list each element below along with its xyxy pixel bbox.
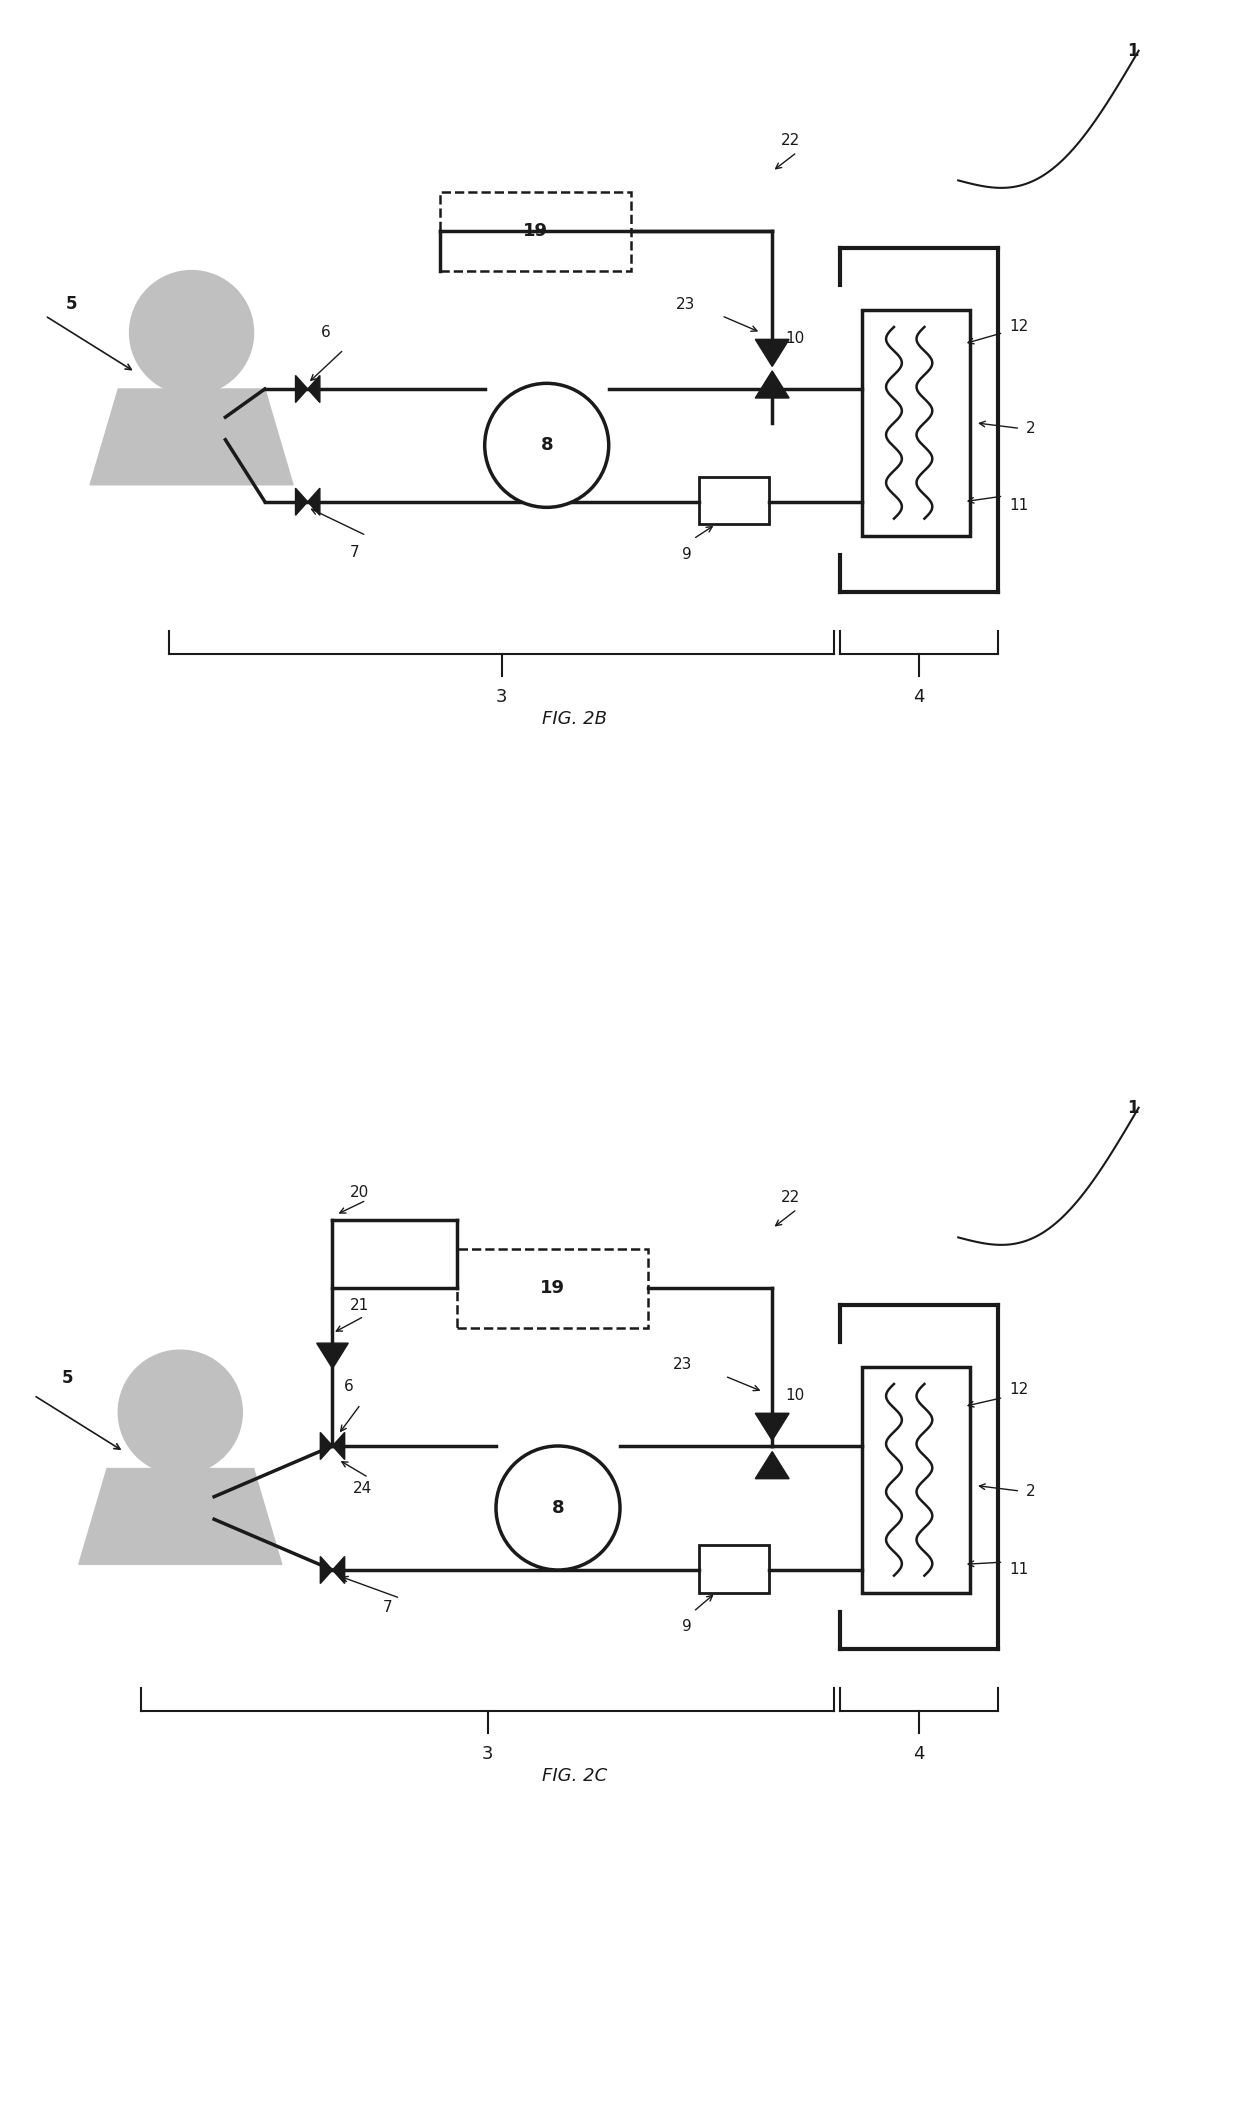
Text: 5: 5 (62, 1370, 73, 1387)
Bar (699, 478, 769, 524)
Bar (456, 1249, 649, 1328)
Text: 19: 19 (523, 222, 548, 241)
Polygon shape (316, 1342, 348, 1368)
Polygon shape (755, 1452, 789, 1478)
Bar (862, 311, 970, 535)
Bar (862, 1368, 970, 1592)
Text: 6: 6 (343, 1378, 353, 1393)
Circle shape (496, 1446, 620, 1571)
Text: 4: 4 (913, 687, 925, 706)
Polygon shape (295, 488, 308, 516)
Circle shape (129, 271, 253, 395)
Text: 22: 22 (781, 133, 801, 148)
Text: 21: 21 (350, 1298, 368, 1313)
Polygon shape (295, 376, 308, 402)
Bar (699, 1545, 769, 1592)
Polygon shape (755, 340, 789, 366)
Polygon shape (332, 1556, 345, 1583)
Text: 19: 19 (539, 1279, 565, 1298)
Text: 24: 24 (353, 1482, 372, 1497)
Polygon shape (91, 389, 293, 484)
Circle shape (118, 1351, 242, 1473)
Text: 8: 8 (541, 435, 553, 455)
Text: 3: 3 (482, 1744, 494, 1763)
Text: 8: 8 (552, 1499, 564, 1518)
Text: 3: 3 (496, 687, 507, 706)
Polygon shape (79, 1469, 281, 1564)
Text: 9: 9 (682, 548, 692, 562)
Text: 5: 5 (66, 296, 77, 313)
Text: 2: 2 (1025, 1484, 1035, 1499)
Text: 2: 2 (1025, 421, 1035, 435)
Circle shape (485, 383, 609, 507)
Polygon shape (308, 488, 320, 516)
Polygon shape (320, 1433, 332, 1459)
Text: 12: 12 (1009, 319, 1028, 334)
Text: 1: 1 (1127, 1099, 1138, 1116)
Text: 12: 12 (1009, 1383, 1028, 1397)
Text: 23: 23 (676, 296, 696, 313)
Polygon shape (308, 376, 320, 402)
Text: FIG. 2B: FIG. 2B (542, 710, 608, 729)
Polygon shape (320, 1556, 332, 1583)
Text: 20: 20 (350, 1184, 368, 1201)
Text: 22: 22 (781, 1190, 801, 1205)
Text: 10: 10 (786, 330, 805, 347)
Text: FIG. 2C: FIG. 2C (542, 1767, 608, 1786)
Text: 6: 6 (321, 326, 331, 340)
Text: 11: 11 (1009, 1562, 1028, 1577)
Polygon shape (332, 1433, 345, 1459)
Text: 7: 7 (383, 1600, 393, 1615)
Polygon shape (755, 370, 789, 397)
Text: 23: 23 (673, 1357, 692, 1372)
Text: 4: 4 (913, 1744, 925, 1763)
Text: 11: 11 (1009, 497, 1028, 512)
Text: 1: 1 (1127, 42, 1138, 59)
Bar (440, 192, 631, 271)
Text: 10: 10 (786, 1387, 805, 1404)
Text: 9: 9 (682, 1619, 692, 1634)
Polygon shape (755, 1414, 789, 1440)
Text: 7: 7 (350, 545, 360, 560)
